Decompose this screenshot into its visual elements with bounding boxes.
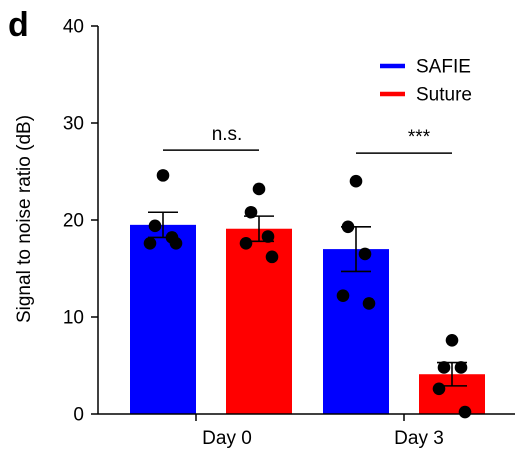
data-point	[143, 236, 157, 250]
data-point	[458, 405, 472, 419]
data-point	[362, 297, 376, 310]
points-layer	[143, 169, 472, 419]
x-category-label: Day 0	[202, 428, 252, 449]
data-point	[239, 236, 253, 250]
legend-label: SAFIE	[416, 57, 471, 78]
data-point	[454, 361, 468, 374]
bar	[226, 228, 292, 414]
axes-layer: 0 10 20 30 40 Day 0 Day 3	[63, 17, 515, 449]
y-tick-label: 40	[63, 17, 84, 38]
legend-label: Suture	[416, 85, 472, 106]
y-tick-label: 10	[63, 308, 84, 329]
x-category-label: Day 3	[394, 428, 444, 449]
data-point	[358, 247, 372, 261]
y-axis-label: Signal to noise ratio (dB)	[14, 115, 35, 323]
data-point	[252, 182, 266, 196]
data-point	[341, 220, 355, 234]
bar	[323, 249, 389, 414]
data-point	[265, 250, 279, 264]
data-point	[148, 219, 162, 233]
bars-layer	[130, 224, 485, 414]
significance-label: ***	[408, 127, 431, 148]
data-point	[261, 230, 275, 243]
data-point	[156, 169, 170, 182]
significance-layer: n.s. ***	[163, 124, 452, 154]
data-point	[349, 174, 363, 188]
data-point	[432, 382, 446, 396]
data-point	[244, 205, 258, 219]
y-tick-label: 30	[63, 114, 84, 135]
significance-label: n.s.	[212, 124, 243, 145]
panel-letter: d	[8, 6, 29, 44]
bar	[130, 224, 196, 414]
data-point	[169, 236, 183, 250]
data-point	[445, 333, 459, 347]
y-tick-label: 20	[63, 211, 84, 232]
y-tick-label: 0	[73, 405, 84, 426]
legend: SAFIE Suture	[380, 57, 472, 106]
data-point	[336, 289, 350, 302]
data-point	[437, 361, 451, 374]
